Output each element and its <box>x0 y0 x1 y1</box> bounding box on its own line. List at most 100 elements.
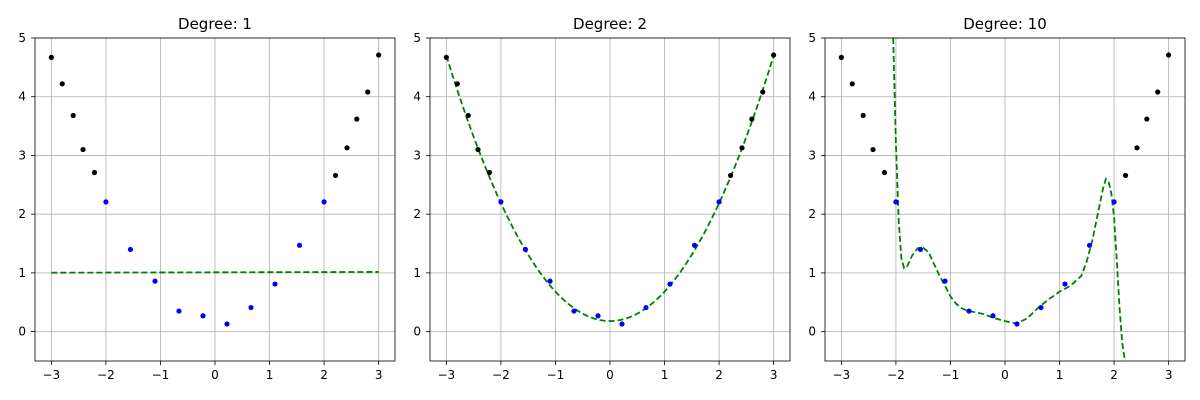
x-tick-label: −1 <box>942 368 960 382</box>
training-point <box>619 321 625 327</box>
training-point <box>716 199 722 205</box>
data-point <box>344 145 350 151</box>
axes-frame <box>429 37 791 362</box>
data-point <box>1144 116 1150 122</box>
subplot-title: Degree: 2 <box>573 15 647 33</box>
training-point <box>595 313 601 319</box>
training-point <box>200 313 206 319</box>
subplot-degree-2: Degree: 2 −3 −2 −1 0 1 2 3 0 1 2 3 4 5 <box>413 15 791 382</box>
data-point <box>760 89 766 95</box>
data-point <box>881 169 888 176</box>
data-point <box>849 81 855 87</box>
training-point <box>691 242 698 248</box>
y-tick-label: 4 <box>413 90 421 104</box>
axes-frame <box>824 37 1186 362</box>
data-point <box>739 145 745 151</box>
training-point <box>571 308 577 314</box>
training-point <box>1086 242 1093 248</box>
y-tick-label: 5 <box>413 31 421 45</box>
x-tick-label: −3 <box>833 368 851 382</box>
training-point <box>296 242 303 248</box>
data-point <box>365 89 371 95</box>
training-point <box>248 304 254 311</box>
y-tick-label: 1 <box>18 266 26 280</box>
data-point <box>838 54 844 60</box>
y-tick-label: 1 <box>413 266 421 280</box>
plot-area <box>838 38 1172 361</box>
x-tick-label: −1 <box>152 368 170 382</box>
data-point <box>1122 172 1129 179</box>
data-point <box>727 172 734 179</box>
training-point <box>224 321 230 327</box>
data-point <box>870 146 876 153</box>
data-point <box>376 52 382 58</box>
plot-area <box>443 52 777 327</box>
data-point <box>91 169 98 176</box>
data-point <box>443 54 449 60</box>
training-point <box>893 199 899 205</box>
x-tick-label: 0 <box>606 368 614 382</box>
training-point <box>176 308 182 314</box>
training-point <box>1062 281 1068 287</box>
training-point <box>498 199 504 205</box>
x-tick-label: 3 <box>770 368 778 382</box>
training-point <box>942 278 948 284</box>
subplot-degree-1: Degree: 1 −3 −2 −1 0 1 2 3 0 1 2 3 4 5 <box>18 15 396 382</box>
y-tick-label: 3 <box>808 148 816 162</box>
data-point <box>80 146 86 153</box>
data-point <box>354 116 360 122</box>
x-tick-label: 0 <box>211 368 219 382</box>
data-point <box>48 54 54 60</box>
x-tick-label: −2 <box>887 368 905 382</box>
x-tick-label: −2 <box>97 368 115 382</box>
training-point <box>152 278 158 284</box>
x-tick-label: 1 <box>1056 368 1064 382</box>
x-tick-label: −3 <box>438 368 456 382</box>
data-point <box>59 81 65 87</box>
y-tick-label: 2 <box>18 207 26 221</box>
training-point <box>321 199 327 205</box>
data-point <box>475 146 481 153</box>
training-point <box>127 246 134 253</box>
subplot-title: Degree: 10 <box>963 15 1047 33</box>
x-tick-label: 2 <box>715 368 723 382</box>
fit-curve <box>892 38 1126 361</box>
training-point <box>1111 199 1117 205</box>
y-tick-label: 3 <box>18 148 26 162</box>
subplot-title: Degree: 1 <box>178 15 252 33</box>
x-tick-label: 1 <box>661 368 669 382</box>
training-point <box>643 304 649 311</box>
subplot-degree-10: Degree: 10 −3 −2 −1 0 1 2 3 0 1 2 3 4 5 <box>808 15 1186 382</box>
training-point <box>272 281 278 287</box>
y-tick-label: 2 <box>808 207 816 221</box>
axes-frame <box>34 37 396 362</box>
y-tick-label: 1 <box>808 266 816 280</box>
training-point <box>966 308 972 314</box>
y-tick-label: 5 <box>18 31 26 45</box>
data-point <box>70 112 76 119</box>
fit-curve <box>51 271 379 274</box>
y-tick-label: 4 <box>808 90 816 104</box>
data-point <box>771 52 777 58</box>
x-tick-label: −2 <box>492 368 510 382</box>
training-point <box>667 281 673 287</box>
y-tick-label: 0 <box>413 325 421 339</box>
data-point <box>486 169 493 176</box>
x-tick-label: 3 <box>375 368 383 382</box>
x-tick-label: 1 <box>266 368 274 382</box>
x-tick-label: −3 <box>43 368 61 382</box>
y-tick-label: 3 <box>413 148 421 162</box>
training-point <box>1014 321 1020 327</box>
training-point <box>547 278 553 284</box>
x-tick-label: 0 <box>1001 368 1009 382</box>
y-tick-label: 4 <box>18 90 26 104</box>
x-tick-label: −1 <box>547 368 565 382</box>
x-tick-label: 2 <box>1110 368 1118 382</box>
data-point <box>1134 145 1140 151</box>
y-tick-label: 0 <box>18 325 26 339</box>
training-point <box>1038 304 1044 311</box>
data-point <box>1166 52 1172 58</box>
data-point <box>465 112 471 119</box>
data-point <box>749 116 755 122</box>
data-point <box>1155 89 1161 95</box>
